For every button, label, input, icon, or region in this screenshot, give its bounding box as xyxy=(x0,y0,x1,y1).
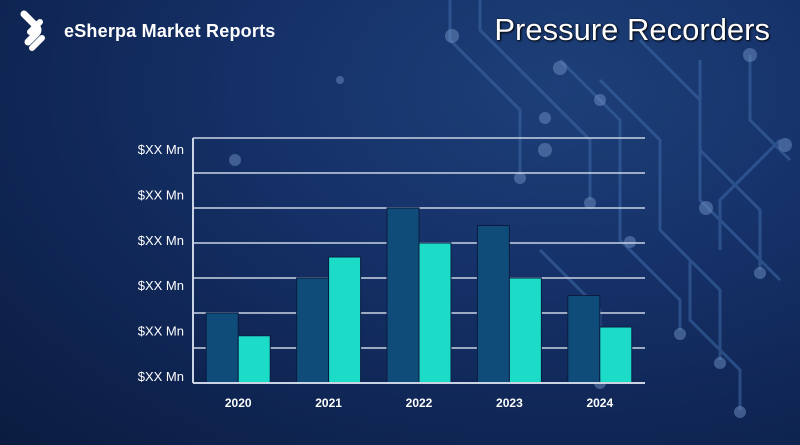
page-title: Pressure Recorders xyxy=(494,12,770,47)
y-tick-label: $XX Mn xyxy=(138,142,184,157)
bar-2024-series-2 xyxy=(599,326,633,384)
bar-2021-series-1 xyxy=(296,277,330,384)
y-tick-label: $XX Mn xyxy=(138,278,184,293)
bar-2023-series-2 xyxy=(508,277,542,384)
y-tick-label: $XX Mn xyxy=(138,233,184,248)
bar-2022-series-1 xyxy=(386,207,420,384)
x-axis-ticks: 2020 2021 2022 2023 2024 xyxy=(225,396,614,410)
y-tick-label: $XX Mn xyxy=(138,324,184,339)
bar-2020-series-2 xyxy=(237,335,271,384)
bar-2024-series-1 xyxy=(567,295,601,384)
x-tick-label-2020: 2020 xyxy=(225,396,252,410)
x-tick-label-2022: 2022 xyxy=(406,396,433,410)
y-tick-label: $XX Mn xyxy=(138,369,184,384)
bar-2023-series-1 xyxy=(476,225,510,384)
chart-bars xyxy=(205,207,633,384)
bar-2022-series-2 xyxy=(418,242,452,384)
x-tick-label-2024: 2024 xyxy=(586,396,613,410)
bar-2020-series-1 xyxy=(205,312,239,384)
y-axis-ticks: $XX Mn $XX Mn $XX Mn $XX Mn $XX Mn $XX Mn xyxy=(138,142,184,384)
x-tick-label-2023: 2023 xyxy=(496,396,523,410)
y-tick-label: $XX Mn xyxy=(138,187,184,202)
chart-axes xyxy=(192,138,645,384)
brand-name: eSherpa Market Reports xyxy=(64,20,276,41)
x-tick-label-2021: 2021 xyxy=(315,396,342,410)
brand-logo: eSherpa Market Reports xyxy=(10,8,275,54)
bar-2021-series-2 xyxy=(328,256,362,384)
esherpa-logo-icon xyxy=(20,10,45,51)
